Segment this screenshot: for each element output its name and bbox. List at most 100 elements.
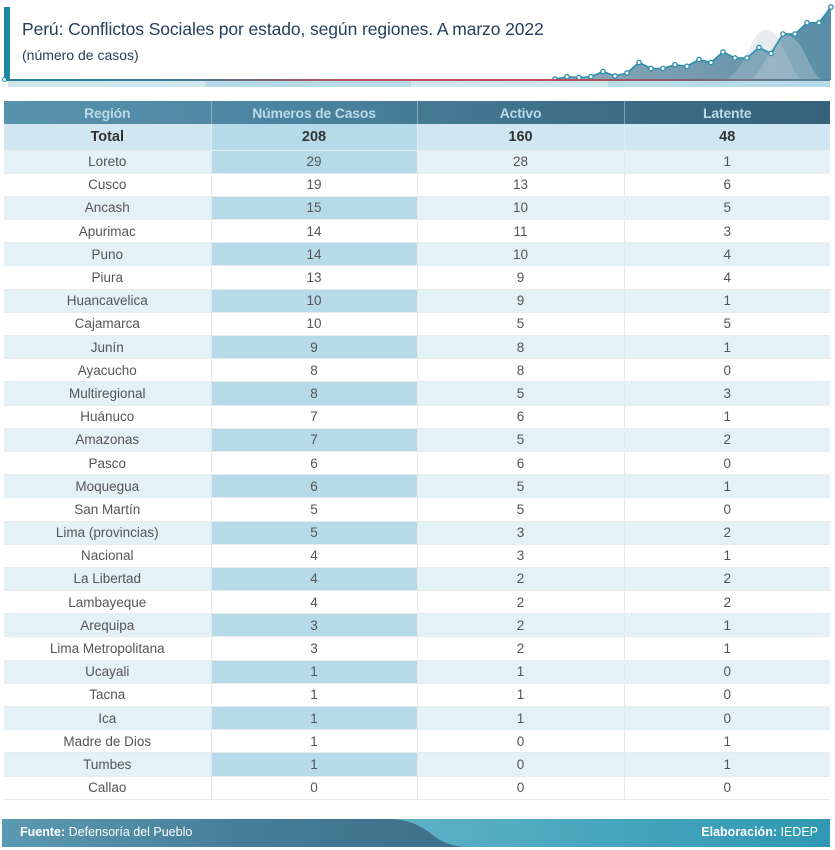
cell-latente: 5: [624, 196, 830, 221]
cell-region: San Martín: [4, 497, 212, 522]
cell-activo: 0: [417, 752, 625, 777]
cell-casos: 1: [211, 683, 418, 708]
table-body: Total 208 160 48 Loreto 29 28 1 Cusco 19 13 6 An…: [4, 124, 830, 800]
cell-latente: 0: [624, 451, 830, 476]
cell-casos: 19: [211, 173, 418, 197]
sparkline-marker: [672, 61, 678, 68]
cell-activo: 8: [417, 335, 625, 360]
cell-activo: 1: [417, 683, 625, 708]
sparkline-marker: [600, 68, 606, 75]
cell-casos: 5: [211, 497, 418, 522]
sparkline-marker: [768, 50, 774, 57]
cell-casos: 13: [211, 265, 418, 290]
table-row: Junín 9 8 1: [4, 335, 830, 360]
chart-subtitle: (número de casos): [22, 47, 139, 63]
footer-wave-shape: [2, 819, 470, 847]
cell-latente: 6: [624, 173, 830, 197]
cell-latente: 1: [624, 613, 830, 638]
cell-activo: 9: [417, 265, 625, 290]
table-row: Lambayeque 4 2 2: [4, 590, 830, 615]
table-row: Callao 0 0 0: [4, 776, 830, 800]
cell-latente: 0: [624, 683, 830, 708]
cell-region: Ancash: [4, 196, 212, 221]
table-row: Pasco 6 6 0: [4, 451, 830, 476]
cell-region: Moquegua: [4, 474, 212, 499]
cell-region: Huancavelica: [4, 289, 212, 313]
table-row: Ayacucho 8 8 0: [4, 358, 830, 383]
cell-latente: 5: [624, 312, 830, 337]
cell-casos: 1: [211, 752, 418, 777]
column-header-activo[interactable]: Activo: [417, 101, 625, 124]
cell-region: Lima Metropolitana: [4, 636, 212, 661]
total-latente: 48: [624, 124, 830, 151]
table-row: Huancavelica 10 9 1: [4, 289, 830, 313]
table-row: Tumbes 1 0 1: [4, 752, 830, 777]
cell-activo: 5: [417, 497, 625, 522]
cell-region: Amazonas: [4, 428, 212, 452]
table-row: Huánuco 7 6 1: [4, 405, 830, 429]
cell-latente: 1: [624, 150, 830, 174]
cell-casos: 3: [211, 636, 418, 661]
cell-casos: 8: [211, 381, 418, 406]
cell-activo: 6: [417, 451, 625, 476]
cell-latente: 1: [624, 335, 830, 360]
cell-activo: 2: [417, 636, 625, 661]
conflicts-table-container: Región Números de Casos Activo Latente T…: [4, 101, 830, 800]
cell-region: Lima (provincias): [4, 521, 212, 545]
sparkline-marker: [612, 73, 618, 79]
cell-latente: 1: [624, 544, 830, 568]
footer-source: Fuente: Defensoría del Pueblo: [20, 825, 192, 839]
table-row: Arequipa 3 2 1: [4, 613, 830, 638]
footer-bar: Fuente: Defensoría del Pueblo Elaboració…: [2, 819, 830, 847]
total-casos: 208: [211, 124, 418, 151]
cell-casos: 1: [211, 660, 418, 684]
sparkline-marker: [828, 4, 834, 10]
cell-latente: 0: [624, 660, 830, 684]
cell-casos: 6: [211, 474, 418, 499]
header-band: [8, 81, 830, 87]
cell-region: Ayacucho: [4, 358, 212, 383]
sparkline-marker: [792, 31, 798, 37]
column-header-latente[interactable]: Latente: [703, 104, 752, 121]
cell-region: Multiregional: [4, 381, 212, 406]
cell-casos: 14: [211, 219, 418, 244]
chart-header: Perú: Conflictos Sociales por estado, se…: [0, 0, 835, 90]
cell-activo: 9: [417, 289, 625, 313]
table-row: Tacna 1 1 0: [4, 683, 830, 708]
cell-casos: 5: [211, 521, 418, 545]
sparkline-marker: [732, 55, 738, 61]
cell-activo: 13: [417, 173, 625, 197]
cell-casos: 10: [211, 289, 418, 313]
cell-casos: 6: [211, 451, 418, 476]
header-divider: [8, 79, 830, 81]
cell-region: Loreto: [4, 150, 212, 174]
cell-activo: 3: [417, 521, 625, 545]
sparkline-marker: [648, 65, 654, 72]
table-row: Piura 13 9 4: [4, 265, 830, 290]
cell-region: Arequipa: [4, 613, 212, 638]
column-header-casos[interactable]: Números de Casos: [211, 101, 418, 124]
cell-casos: 3: [211, 613, 418, 638]
sparkline-marker: [780, 31, 786, 37]
cell-casos: 4: [211, 544, 418, 568]
cell-latente: 1: [624, 289, 830, 313]
cell-region: Nacional: [4, 544, 212, 568]
chart-title: Perú: Conflictos Sociales por estado, se…: [22, 19, 544, 39]
table-row: Ancash 15 10 5: [4, 196, 830, 221]
total-row: Total 208 160 48: [4, 124, 830, 151]
header-row: Región Números de Casos Activo Latente: [4, 101, 830, 124]
cell-region: Ucayali: [4, 660, 212, 684]
cell-activo: 1: [417, 660, 625, 684]
cell-region: Tumbes: [4, 752, 212, 777]
conflicts-table: Región Números de Casos Activo Latente T…: [4, 101, 830, 800]
column-header-region[interactable]: Región: [4, 101, 212, 124]
table-row: Moquegua 6 5 1: [4, 474, 830, 499]
sparkline-marker: [684, 63, 690, 70]
cell-latente: 2: [624, 428, 830, 452]
table-row: San Martín 5 5 0: [4, 497, 830, 522]
cell-activo: 8: [417, 358, 625, 383]
cell-latente: 2: [624, 590, 830, 615]
table-row: Ucayali 1 1 0: [4, 660, 830, 684]
cell-casos: 10: [211, 312, 418, 337]
sparkline-marker: [804, 19, 810, 26]
